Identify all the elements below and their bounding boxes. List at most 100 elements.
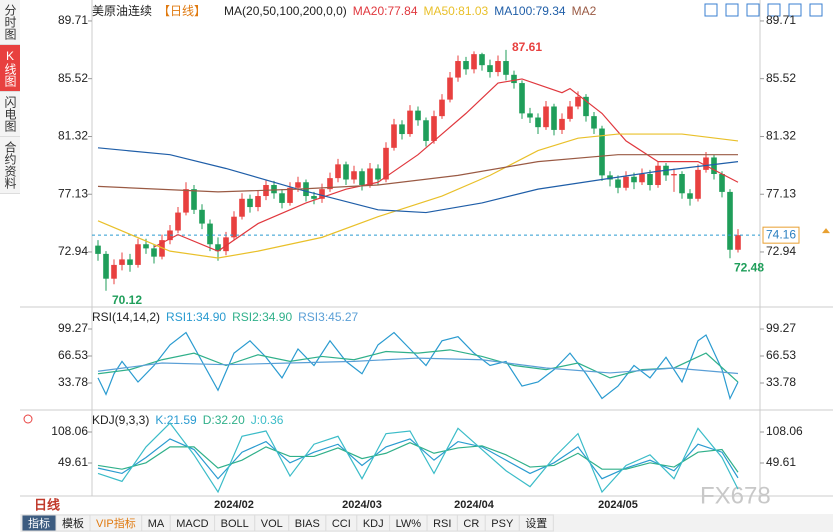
candle-body xyxy=(655,165,661,186)
toolbar-label: CCI xyxy=(332,518,351,530)
legend-item: K:21.59 xyxy=(155,413,197,427)
candle-body xyxy=(711,157,717,174)
watermark: FX678 xyxy=(700,482,771,509)
candle-body xyxy=(247,198,253,208)
candle-body xyxy=(383,147,389,180)
toolbar-label: VOL xyxy=(261,518,283,530)
candle-body xyxy=(487,65,493,73)
candle-body xyxy=(503,61,509,75)
icon[interactable] xyxy=(788,3,802,17)
legend-item: KDJ(9,3,3) xyxy=(92,413,149,427)
candle-body xyxy=(735,235,741,250)
y-tick-label: 89.71 xyxy=(58,13,88,27)
candle-body xyxy=(239,198,245,217)
candle-body xyxy=(671,173,677,176)
y-tick-label: 33.78 xyxy=(58,375,88,389)
y-tick-label: 108.06 xyxy=(51,424,88,438)
candle-body xyxy=(399,124,405,135)
sidebar-tab[interactable]: K线图 xyxy=(0,45,20,92)
legend-item: J:0.36 xyxy=(251,413,284,427)
candle-body xyxy=(463,61,469,70)
candle-body xyxy=(359,171,365,186)
candle-body xyxy=(135,244,141,265)
candle-body xyxy=(183,189,189,213)
last-price-marker xyxy=(822,228,830,234)
icon[interactable] xyxy=(809,3,823,17)
candle-body xyxy=(495,61,501,73)
legend-item: 美原油连续 xyxy=(92,3,152,18)
candle-body xyxy=(215,244,221,252)
candle-body xyxy=(527,113,533,118)
candle-body xyxy=(535,117,541,128)
candle-body xyxy=(543,106,549,128)
toolbar-label: BOLL xyxy=(221,518,249,530)
candle-body xyxy=(287,187,293,203)
y-tick-label: 49.61 xyxy=(58,455,88,469)
toolbar-label: MACD xyxy=(176,518,208,530)
y-tick-label: 99.27 xyxy=(58,321,88,335)
icon[interactable] xyxy=(704,3,718,17)
toolbar-label: MA xyxy=(148,518,165,530)
legend-item: MA100:79.34 xyxy=(494,4,566,18)
y-tick-label: 72.94 xyxy=(766,244,796,258)
toolbar-label: 设置 xyxy=(525,517,547,530)
candle-body xyxy=(439,99,445,117)
x-tick-label: 2024/05 xyxy=(598,499,638,511)
sidebar-tab[interactable]: 分时图 xyxy=(0,0,20,45)
y-tick-label: 49.61 xyxy=(766,455,796,469)
candle-body xyxy=(687,193,693,199)
series-line xyxy=(153,78,739,252)
legend-item: D:32.20 xyxy=(203,413,245,427)
candle-body xyxy=(615,179,621,188)
x-tick-label: 2024/03 xyxy=(342,499,382,511)
candle-body xyxy=(311,196,317,199)
legend-item: MA2 xyxy=(572,4,597,18)
candle-body xyxy=(407,110,413,135)
last-price-box xyxy=(762,226,800,244)
toolbar-button[interactable] xyxy=(518,514,554,532)
legend-item: MA20:77.84 xyxy=(353,4,418,18)
y-tick-label: 72.94 xyxy=(58,244,88,258)
y-tick-label: 66.53 xyxy=(766,348,796,362)
candle-body xyxy=(103,253,109,279)
candle-body xyxy=(175,212,181,231)
candle-body xyxy=(391,124,397,148)
icon[interactable] xyxy=(746,3,760,17)
candle-body xyxy=(223,237,229,252)
candle-body xyxy=(335,164,341,179)
sidebar-tab[interactable]: 闪电图 xyxy=(0,92,20,137)
series-line xyxy=(97,438,739,480)
candle-body xyxy=(375,168,381,180)
low-label: 72.48 xyxy=(734,260,764,274)
candle-body xyxy=(207,223,213,245)
candle-body xyxy=(719,173,725,192)
sidebar-tab[interactable]: 合约资料 xyxy=(0,137,20,194)
y-tick-label: 89.71 xyxy=(766,13,796,27)
candle-body xyxy=(607,175,613,180)
candle-body xyxy=(143,244,149,249)
y-tick-label: 33.78 xyxy=(766,375,796,389)
candle-body xyxy=(567,106,573,119)
series-line xyxy=(97,147,739,214)
legend-item: RSI(14,14,2) xyxy=(92,310,160,324)
candle-body xyxy=(431,116,437,141)
candle-body xyxy=(471,54,477,70)
candle-body xyxy=(599,128,605,176)
series-line xyxy=(97,349,739,383)
icon[interactable] xyxy=(767,3,781,17)
background xyxy=(20,0,833,532)
candle-body xyxy=(447,77,453,100)
candle-body xyxy=(551,106,557,130)
y-tick-label: 99.27 xyxy=(766,321,796,335)
candle-body xyxy=(119,259,125,265)
candle-body xyxy=(327,178,333,190)
series-line xyxy=(97,331,739,401)
series-line xyxy=(97,133,739,259)
series-line xyxy=(97,441,739,473)
candle-body xyxy=(191,189,197,210)
low-label: 70.12 xyxy=(112,293,142,307)
last-price-label: 74.16 xyxy=(766,227,796,241)
icon[interactable] xyxy=(725,3,739,17)
candle-body xyxy=(575,96,581,107)
